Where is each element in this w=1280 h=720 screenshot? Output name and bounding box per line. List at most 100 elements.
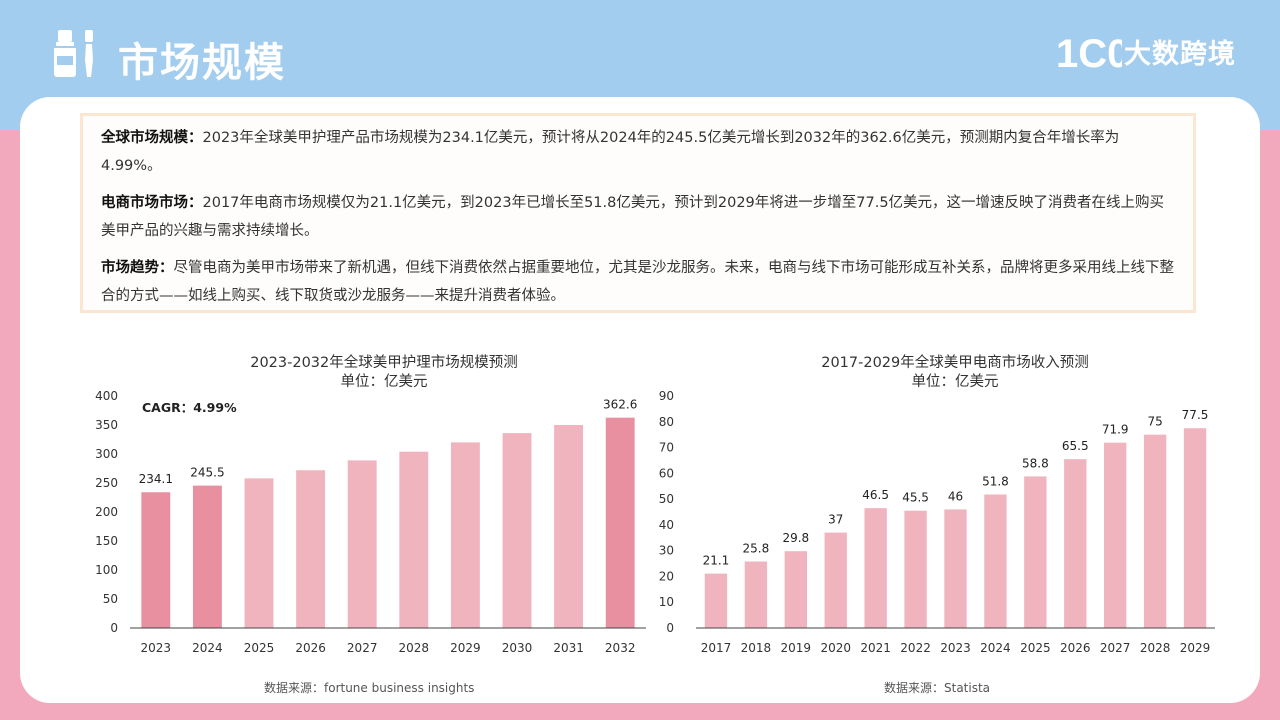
brand: 1C00 大数跨境 <box>1056 26 1236 76</box>
bar <box>864 508 887 628</box>
summary-paragraph-ecommerce: 电商市场市场：2017年电商市场规模仅为21.1亿美元，到2023年已增长至51… <box>101 189 1175 245</box>
bar <box>904 510 927 628</box>
summary-paragraph-trend: 市场趋势：尽管电商为美甲市场带来了新机遇，但线下消费依然占据重要地位，尤其是沙龙… <box>101 254 1175 310</box>
x-tick-label: 2029 <box>450 641 481 655</box>
y-tick-label: 350 <box>95 418 118 432</box>
x-tick-label: 2027 <box>1100 641 1131 655</box>
summary-box: 全球市场规模：2023年全球美甲护理产品市场规模为234.1亿美元，预计将从20… <box>80 113 1196 313</box>
y-tick-label: 400 <box>95 389 118 403</box>
y-tick-label: 250 <box>95 476 118 490</box>
y-tick-label: 300 <box>95 447 118 461</box>
data-label: 245.5 <box>190 466 224 480</box>
y-tick-label: 60 <box>659 466 674 480</box>
bar <box>784 551 807 628</box>
x-tick-label: 2026 <box>295 641 326 655</box>
bar <box>554 425 584 628</box>
x-tick-label: 2028 <box>1140 641 1171 655</box>
chart-title: 2017-2029年全球美甲电商市场收入预测 <box>821 353 1089 371</box>
y-tick-label: 40 <box>659 518 674 532</box>
chart-subtitle: 单位：亿美元 <box>341 373 428 390</box>
x-tick-label: 2017 <box>701 641 732 655</box>
x-tick-label: 2024 <box>980 641 1011 655</box>
summary-text: 2017年电商市场规模仅为21.1亿美元，到2023年已增长至51.8亿美元，预… <box>101 195 1165 239</box>
y-tick-label: 50 <box>659 492 674 506</box>
y-tick-label: 20 <box>659 569 674 583</box>
content-card: 全球市场规模：2023年全球美甲护理产品市场规模为234.1亿美元，预计将从20… <box>20 97 1260 703</box>
bar <box>944 509 967 628</box>
brand-name: 大数跨境 <box>1124 38 1236 70</box>
bar <box>192 485 222 628</box>
y-tick-label: 50 <box>103 592 118 606</box>
chart-source-ecommerce: 数据来源：Statista <box>884 681 991 695</box>
chart-source-global: 数据来源：fortune business insights <box>264 681 475 695</box>
x-tick-label: 2025 <box>1020 641 1051 655</box>
x-tick-label: 2028 <box>399 641 430 655</box>
brand-logo-text: 1C00 <box>1056 32 1122 75</box>
y-tick-label: 200 <box>95 505 118 519</box>
y-tick-label: 0 <box>666 621 674 635</box>
x-tick-label: 2027 <box>347 641 378 655</box>
summary-text: 尽管电商为美甲市场带来了新机遇，但线下消费依然占据重要地位，尤其是沙龙服务。未来… <box>101 260 1174 304</box>
summary-label: 全球市场规模： <box>101 130 203 146</box>
summary-label: 市场趋势： <box>101 260 174 276</box>
bar <box>399 451 429 628</box>
y-tick-label: 30 <box>659 544 674 558</box>
bar <box>347 460 377 628</box>
data-label: 75 <box>1147 415 1162 429</box>
y-tick-label: 150 <box>95 534 118 548</box>
y-tick-label: 0 <box>110 621 118 635</box>
x-tick-label: 2020 <box>820 641 851 655</box>
data-label: 77.5 <box>1182 408 1209 422</box>
data-label: 234.1 <box>139 472 173 486</box>
x-tick-label: 2032 <box>605 641 636 655</box>
bar <box>704 573 728 628</box>
x-tick-label: 2023 <box>141 641 172 655</box>
x-tick-label: 2024 <box>192 641 223 655</box>
x-tick-label: 2026 <box>1060 641 1091 655</box>
data-label: 37 <box>828 513 843 527</box>
bar <box>605 417 635 628</box>
bar <box>1104 442 1127 628</box>
data-label: 25.8 <box>743 541 770 555</box>
data-label: 45.5 <box>902 491 929 505</box>
data-label: 71.9 <box>1102 423 1129 437</box>
cagr-annotation: CAGR：4.99% <box>142 400 237 415</box>
page-title: 市场规模 <box>118 40 286 86</box>
y-tick-label: 80 <box>659 415 674 429</box>
data-label: 46.5 <box>862 488 889 502</box>
chart-subtitle: 单位：亿美元 <box>912 373 999 390</box>
chart-title: 2023-2032年全球美甲护理市场规模预测 <box>250 353 518 371</box>
x-tick-label: 2019 <box>781 641 812 655</box>
brand-logo-icon: 1C00 <box>1056 32 1122 75</box>
bar <box>824 532 847 628</box>
summary-text: 2023年全球美甲护理产品市场规模为234.1亿美元，预计将从2024年的245… <box>101 130 1120 174</box>
x-tick-label: 2030 <box>502 641 533 655</box>
data-label: 21.1 <box>703 554 730 568</box>
data-label: 29.8 <box>782 531 809 545</box>
summary-label: 电商市场市场： <box>101 195 203 211</box>
bar <box>1143 434 1167 628</box>
y-tick-label: 100 <box>95 563 118 577</box>
bar <box>502 433 532 628</box>
y-tick-label: 90 <box>659 389 674 403</box>
x-tick-label: 2021 <box>860 641 891 655</box>
data-label: 46 <box>948 489 963 503</box>
x-tick-label: 2022 <box>900 641 931 655</box>
bar <box>1183 428 1207 628</box>
data-label: 51.8 <box>982 474 1009 488</box>
data-label: 65.5 <box>1062 439 1089 453</box>
x-tick-label: 2018 <box>741 641 772 655</box>
y-tick-label: 10 <box>659 595 674 609</box>
summary-paragraph-global: 全球市场规模：2023年全球美甲护理产品市场规模为234.1亿美元，预计将从20… <box>101 124 1175 180</box>
nail-polish-icon <box>54 30 93 77</box>
x-tick-label: 2023 <box>940 641 971 655</box>
bar <box>141 492 171 628</box>
x-tick-label: 2031 <box>553 641 584 655</box>
bar <box>450 442 480 628</box>
x-tick-label: 2025 <box>244 641 275 655</box>
x-tick-label: 2029 <box>1180 641 1211 655</box>
bar <box>244 478 274 628</box>
bar <box>744 561 768 628</box>
